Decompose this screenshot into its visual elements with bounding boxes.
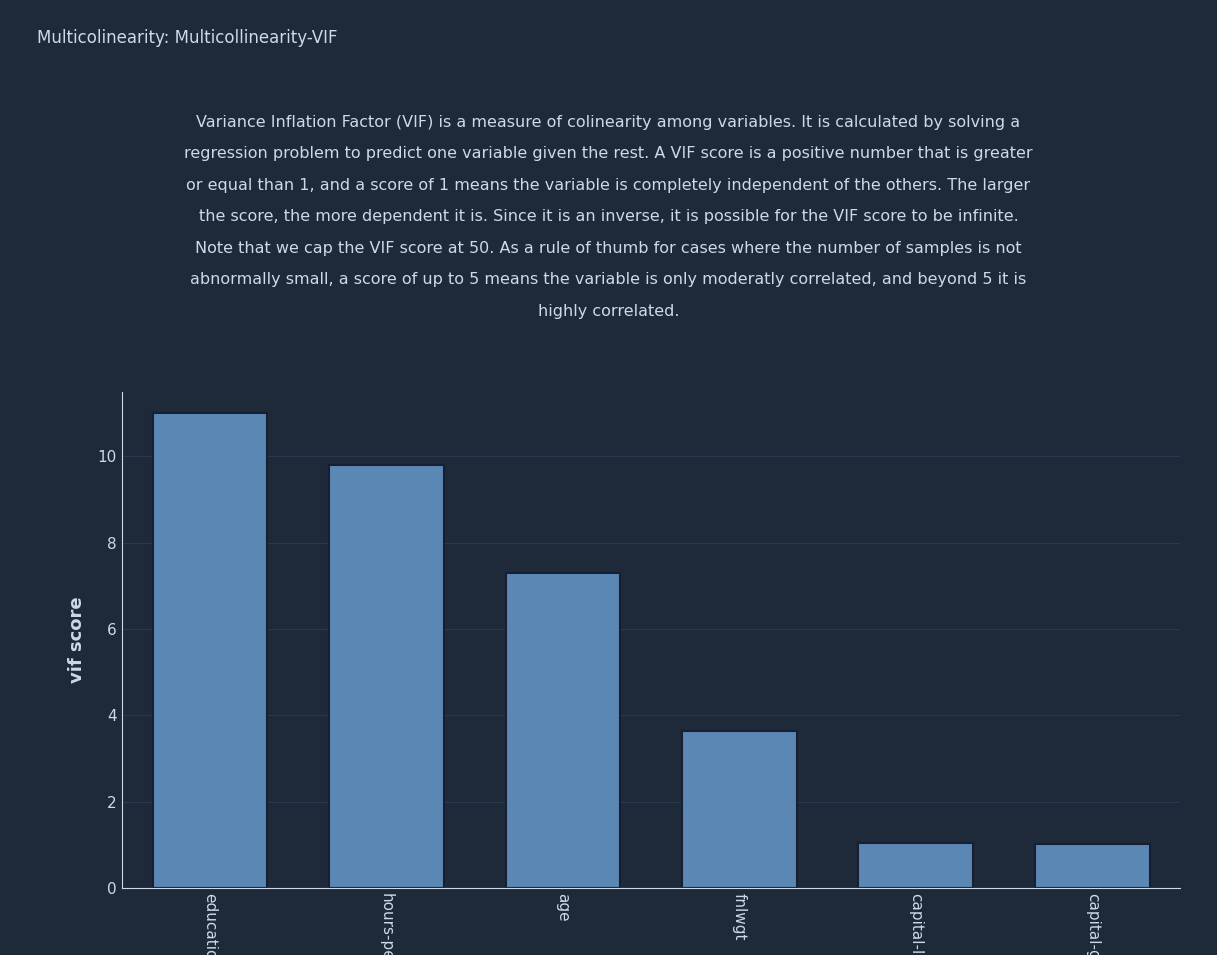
Bar — [1034, 844, 1150, 888]
Text: abnormally small, a score of up to 5 means the variable is only moderatly correl: abnormally small, a score of up to 5 mea… — [190, 272, 1027, 287]
Text: highly correlated.: highly correlated. — [538, 304, 679, 319]
Bar — [682, 731, 797, 888]
Bar — [152, 414, 268, 888]
Bar — [329, 465, 444, 888]
Text: or equal than 1, and a score of 1 means the variable is completely independent o: or equal than 1, and a score of 1 means … — [186, 178, 1031, 193]
Text: Variance Inflation Factor (VIF) is a measure of colinearity among variables. It : Variance Inflation Factor (VIF) is a mea… — [196, 115, 1021, 130]
Text: Multicolinearity: Multicollinearity-VIF: Multicolinearity: Multicollinearity-VIF — [37, 29, 337, 47]
Text: the score, the more dependent it is. Since it is an inverse, it is possible for : the score, the more dependent it is. Sin… — [198, 209, 1019, 224]
Text: Note that we cap the VIF score at 50. As a rule of thumb for cases where the num: Note that we cap the VIF score at 50. As… — [195, 241, 1022, 256]
Bar — [505, 573, 621, 888]
Y-axis label: vif score: vif score — [68, 597, 86, 683]
Text: regression problem to predict one variable given the rest. A VIF score is a posi: regression problem to predict one variab… — [184, 146, 1033, 161]
Bar — [858, 843, 974, 888]
